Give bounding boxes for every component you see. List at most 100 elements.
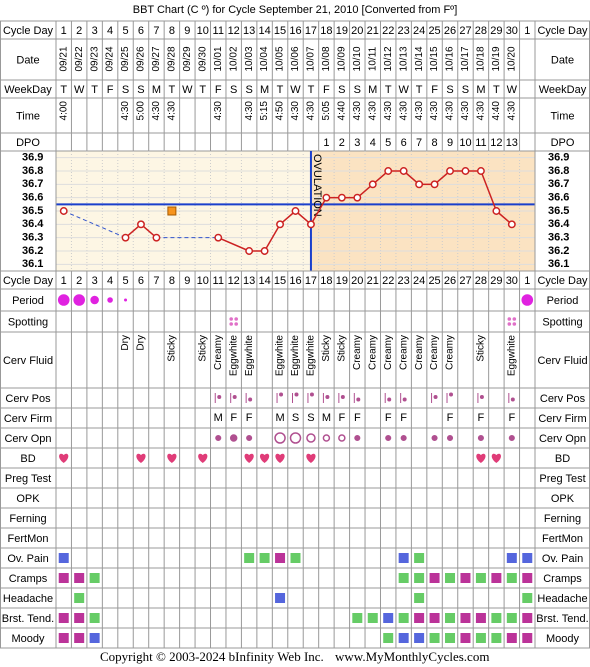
- temp-point: [415, 180, 424, 189]
- weekday: S: [137, 84, 144, 96]
- cycle-day: 12: [228, 25, 240, 37]
- spotting-dot: [512, 322, 517, 326]
- row-label: Cerv Fluid: [537, 355, 587, 367]
- symptom-mark: [429, 633, 440, 643]
- cycle-day: 14: [258, 25, 270, 37]
- date: 09/27: [151, 46, 162, 71]
- row-label: BD: [20, 453, 35, 465]
- time: 5:05: [321, 101, 332, 121]
- symptom-mark: [74, 633, 85, 643]
- row-label: WeekDay: [539, 84, 587, 96]
- weekday: W: [182, 84, 193, 96]
- symptom-mark: [58, 613, 69, 623]
- cerv-fluid: Creamy: [429, 335, 440, 370]
- bd-heart: [244, 453, 254, 463]
- symptom-mark: [460, 573, 471, 583]
- symptom-mark: [429, 573, 440, 583]
- weekday: S: [122, 84, 129, 96]
- cerv-fluid: Creamy: [367, 335, 378, 370]
- cycle-day: 20: [351, 25, 363, 37]
- cerv-opn: [385, 434, 392, 442]
- row-label: Time: [550, 110, 574, 122]
- date: 10/18: [476, 46, 487, 71]
- y-tick-label: 36.6: [548, 192, 569, 204]
- date: 09/21: [58, 46, 69, 71]
- y-tick-label: 36.6: [22, 192, 43, 204]
- row-label: Cerv Opn: [4, 433, 51, 445]
- cerv-fluid: Creamy: [414, 335, 425, 370]
- bd-heart: [198, 453, 208, 463]
- cycle-day: 24: [413, 275, 425, 287]
- cerv-fluid: Sticky: [476, 335, 487, 362]
- cerv-fluid: Sticky: [167, 335, 178, 362]
- cycle-day: 15: [274, 275, 286, 287]
- weekday: M: [260, 84, 269, 96]
- y-tick-label: 36.1: [548, 258, 569, 270]
- date: 10/12: [383, 46, 394, 71]
- cerv-firm: F: [338, 412, 345, 424]
- cycle-day: 29: [490, 275, 502, 287]
- cycle-day: 1: [61, 25, 67, 37]
- cycle-day: 15: [274, 25, 286, 37]
- symptom-mark: [522, 573, 533, 583]
- date: 10/02: [228, 46, 239, 71]
- date: 10/07: [306, 46, 317, 71]
- symptom-mark: [275, 553, 286, 563]
- spotting-dot: [229, 322, 233, 326]
- weekday: W: [74, 84, 85, 96]
- cycle-day: 25: [428, 25, 440, 37]
- cerv-fluid: Sticky: [321, 335, 332, 362]
- row-label: DPO: [551, 137, 575, 149]
- cycle-day: 22: [382, 275, 394, 287]
- cycle-day: 18: [320, 25, 332, 37]
- date: 10/06: [290, 46, 301, 71]
- dpo: 3: [354, 137, 360, 149]
- date: 10/20: [506, 46, 517, 71]
- symptom-mark: [352, 613, 363, 623]
- cycle-day: 9: [184, 275, 190, 287]
- cerv-pos-mark: [214, 393, 222, 403]
- weekday: F: [107, 84, 114, 96]
- symptom-mark: [506, 573, 517, 583]
- cycle-day: 17: [305, 275, 317, 287]
- time: 4:30: [306, 101, 317, 121]
- date: 09/30: [197, 46, 208, 71]
- cerv-pos-mark: [276, 392, 284, 403]
- symptom-mark: [89, 573, 100, 583]
- cerv-opn: [477, 434, 484, 442]
- period-dot: [73, 294, 85, 306]
- row-label: Ov. Pain: [542, 553, 583, 565]
- symptom-mark: [244, 553, 255, 563]
- symptom-mark: [475, 573, 486, 583]
- cerv-opn: [354, 434, 361, 442]
- cycle-day: 8: [169, 25, 175, 37]
- dpo: 6: [401, 137, 407, 149]
- cycle-day: 16: [289, 25, 301, 37]
- symptom-mark: [414, 573, 425, 583]
- cerv-firm: F: [478, 412, 485, 424]
- temp-line: [480, 170, 498, 212]
- cerv-pos-mark: [322, 393, 330, 403]
- cycle-day: 26: [444, 25, 456, 37]
- dpo: 8: [432, 137, 438, 149]
- symptom-mark: [74, 613, 85, 623]
- temp-point: [430, 180, 439, 189]
- bd-heart: [275, 453, 285, 463]
- temp-point: [59, 207, 68, 215]
- date: 09/28: [167, 46, 178, 71]
- row-label: OPK: [551, 493, 575, 505]
- cerv-pos-dot: [387, 397, 392, 402]
- date: 09/22: [74, 46, 85, 71]
- date: 10/11: [367, 46, 378, 71]
- row-label: FertMon: [542, 533, 583, 545]
- y-tick-label: 36.3: [22, 232, 43, 244]
- y-tick-label: 36.2: [22, 245, 43, 257]
- cerv-firm: F: [447, 412, 454, 424]
- date: 09/24: [105, 46, 116, 71]
- period-dot: [57, 294, 70, 306]
- cycle-day: 30: [506, 275, 518, 287]
- row-label: Cramps: [543, 573, 582, 585]
- date: 09/23: [89, 46, 100, 71]
- cerv-pos-dot: [449, 392, 454, 397]
